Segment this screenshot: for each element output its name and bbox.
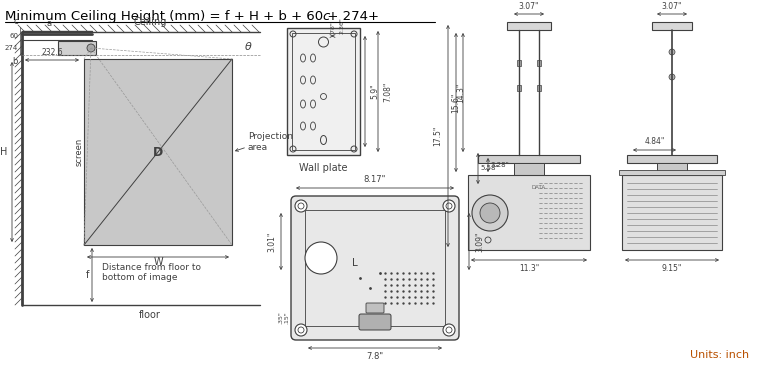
Circle shape xyxy=(443,324,455,336)
Text: Minimum Ceiling Height (mm) = f + H + b + 60 + 274+: Minimum Ceiling Height (mm) = f + H + b … xyxy=(5,10,383,23)
Text: 3.01": 3.01" xyxy=(267,231,276,252)
Text: Units: inch: Units: inch xyxy=(690,350,749,360)
Bar xyxy=(84,59,232,245)
Bar xyxy=(514,163,544,175)
Text: L: L xyxy=(352,258,358,268)
Text: c: c xyxy=(13,17,18,26)
Bar xyxy=(305,210,445,326)
Text: Wall plate: Wall plate xyxy=(300,163,348,173)
Text: 3.28": 3.28" xyxy=(490,162,509,168)
Text: .35": .35" xyxy=(278,312,283,324)
Bar xyxy=(292,33,355,150)
Text: D: D xyxy=(153,145,163,158)
Text: 3.09": 3.09" xyxy=(475,231,484,252)
Text: Ceiling: Ceiling xyxy=(133,17,167,27)
Text: 9.15": 9.15" xyxy=(661,264,682,273)
Circle shape xyxy=(480,203,500,223)
Circle shape xyxy=(295,324,307,336)
Circle shape xyxy=(669,49,675,55)
Bar xyxy=(517,85,521,91)
Circle shape xyxy=(295,200,307,212)
Bar xyxy=(537,60,541,66)
Text: W: W xyxy=(153,257,163,267)
Text: 15.6": 15.6" xyxy=(451,92,460,113)
Text: 5.58": 5.58" xyxy=(480,165,498,172)
Bar xyxy=(622,175,722,250)
Text: 4.84": 4.84" xyxy=(645,137,665,146)
Circle shape xyxy=(305,242,337,274)
Text: floor: floor xyxy=(139,310,161,320)
Text: f: f xyxy=(86,270,89,280)
Bar xyxy=(619,170,725,175)
Text: 2.36": 2.36" xyxy=(339,17,344,34)
Text: .15": .15" xyxy=(284,312,289,324)
Bar xyxy=(468,175,590,250)
Bar xyxy=(507,22,551,30)
Text: 3.07": 3.07" xyxy=(661,2,682,11)
Text: H: H xyxy=(0,147,7,157)
Circle shape xyxy=(87,44,95,52)
Text: a: a xyxy=(47,19,52,28)
Bar xyxy=(517,60,521,66)
Text: DATA: DATA xyxy=(532,185,546,190)
Bar xyxy=(58,41,96,55)
Bar xyxy=(478,155,580,163)
Circle shape xyxy=(669,74,675,80)
Text: Distance from floor to
bottom of image: Distance from floor to bottom of image xyxy=(102,263,201,282)
Bar xyxy=(287,28,360,155)
FancyBboxPatch shape xyxy=(359,314,391,330)
Text: b: b xyxy=(12,57,18,66)
Text: θ: θ xyxy=(245,42,251,52)
Text: 14.3": 14.3" xyxy=(456,82,465,103)
Text: 11.3": 11.3" xyxy=(519,264,539,273)
Text: 8.17": 8.17" xyxy=(363,175,386,184)
Circle shape xyxy=(443,200,455,212)
Text: 5.9": 5.9" xyxy=(370,84,379,99)
Circle shape xyxy=(472,195,508,231)
Bar xyxy=(657,163,687,175)
Text: 3.07": 3.07" xyxy=(519,2,539,11)
Text: 232.6: 232.6 xyxy=(41,48,63,57)
Text: 17.5": 17.5" xyxy=(433,126,442,146)
Text: screen: screen xyxy=(75,138,83,166)
FancyBboxPatch shape xyxy=(366,303,384,313)
Text: c: c xyxy=(322,10,329,23)
Text: 7.8": 7.8" xyxy=(367,352,384,361)
Text: 60: 60 xyxy=(9,34,18,40)
Bar xyxy=(652,22,692,30)
Bar xyxy=(627,155,717,163)
Text: 274: 274 xyxy=(5,45,18,51)
Bar xyxy=(537,85,541,91)
Text: Projection
area: Projection area xyxy=(248,132,293,152)
Text: 7.08": 7.08" xyxy=(383,81,392,102)
Text: .78": .78" xyxy=(330,21,335,34)
FancyBboxPatch shape xyxy=(291,196,459,340)
